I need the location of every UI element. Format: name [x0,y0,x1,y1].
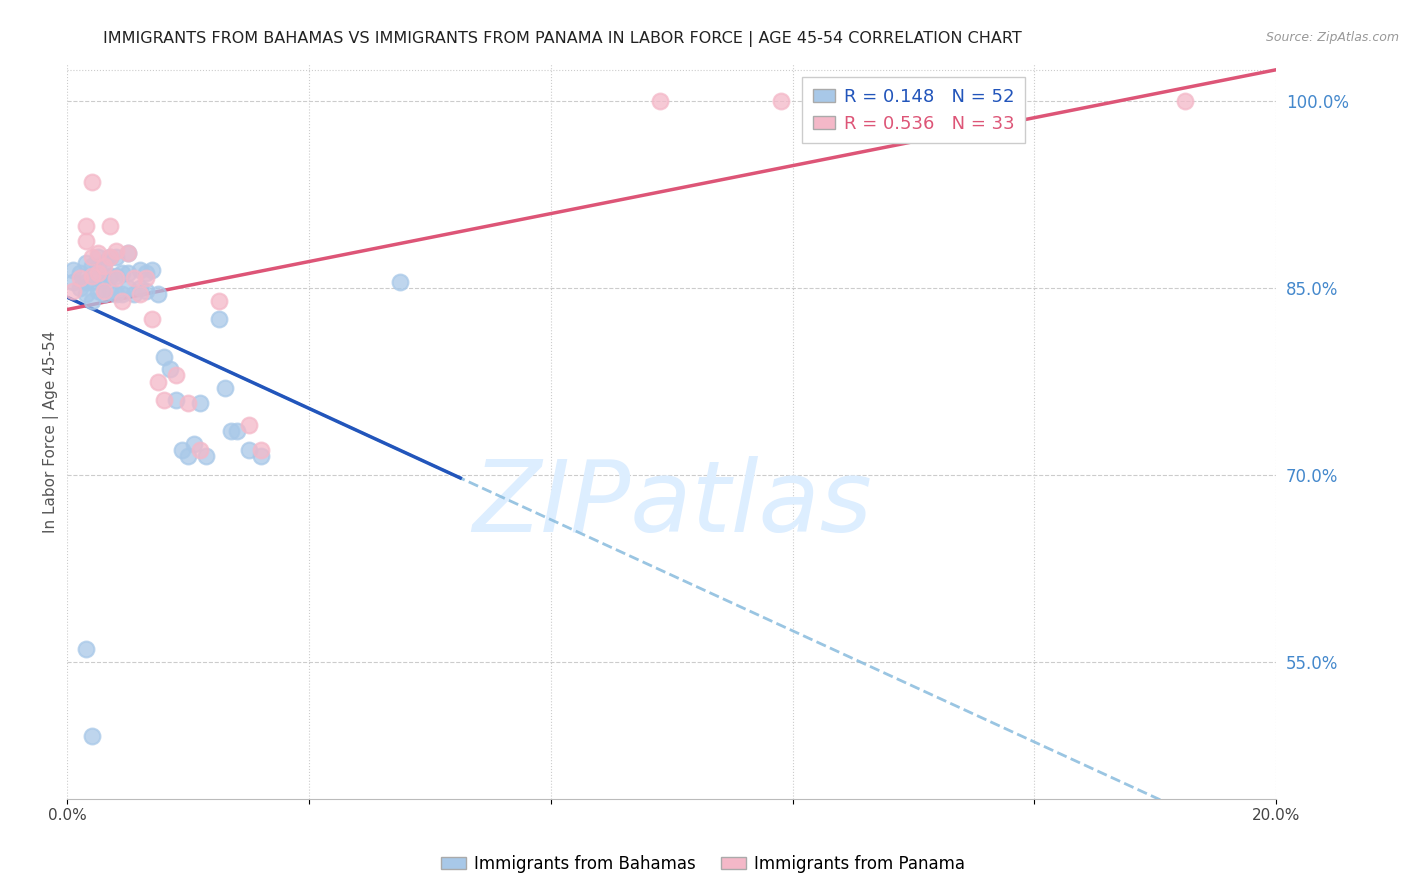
Legend: R = 0.148   N = 52, R = 0.536   N = 33: R = 0.148 N = 52, R = 0.536 N = 33 [803,77,1025,144]
Point [225,425,247,439]
Point [75,256,97,270]
Point [214,381,236,395]
Point [117,281,139,295]
Point [80,293,103,308]
Point [122,287,145,301]
Point [98,284,121,298]
Point [98,219,121,233]
Point [135,266,157,280]
Point [80,730,103,744]
Point [93,284,115,298]
Point [207,293,229,308]
Text: ZIPatlas: ZIPatlas [472,457,872,553]
Point [172,443,194,458]
Point [190,396,212,410]
Text: Source: ZipAtlas.com: Source: ZipAtlas.com [1265,31,1399,45]
Point [135,271,157,285]
Point [62,284,84,298]
Point [122,271,145,285]
Point [141,262,163,277]
Point [75,642,97,657]
Point [238,418,260,433]
Point [104,271,127,285]
Point [648,95,671,109]
Point [75,219,97,233]
Point [98,250,121,264]
Point [93,287,115,301]
Point [62,262,84,277]
Text: IMMIGRANTS FROM BAHAMAS VS IMMIGRANTS FROM PANAMA IN LABOR FORCE | AGE 45-54 COR: IMMIGRANTS FROM BAHAMAS VS IMMIGRANTS FR… [103,31,1022,47]
Point [238,443,260,458]
Point [93,259,115,273]
Point [117,266,139,280]
Point [69,266,91,280]
Point [250,443,273,458]
Point [86,246,108,260]
Point [75,275,97,289]
Point [195,450,218,464]
Point [250,450,273,464]
Point [69,281,91,295]
Point [159,362,181,376]
Point [111,266,134,280]
Point [146,375,169,389]
Point [153,350,176,364]
Point [80,259,103,273]
Point [104,268,127,283]
Point [129,287,152,301]
Point [146,287,169,301]
Point [165,393,187,408]
Point [207,312,229,326]
Point [219,425,242,439]
Point [80,250,103,264]
Point [117,246,139,260]
Point [129,281,152,295]
Point [80,275,103,289]
Point [86,271,108,285]
Point [177,396,200,410]
Point [993,95,1015,109]
Point [98,268,121,283]
Point [117,246,139,260]
Point [183,437,205,451]
Point [111,287,134,301]
Legend: Immigrants from Bahamas, Immigrants from Panama: Immigrants from Bahamas, Immigrants from… [434,848,972,880]
Point [80,175,103,189]
Point [769,95,792,109]
Point [93,256,115,270]
Point [80,268,103,283]
Point [111,293,134,308]
Point [1174,95,1197,109]
Point [86,259,108,273]
Point [93,272,115,286]
Point [153,393,176,408]
Point [86,266,108,280]
Point [86,250,108,264]
Point [141,312,163,326]
Point [135,284,157,298]
Point [86,284,108,298]
Point [129,262,152,277]
Point [75,287,97,301]
Point [165,368,187,383]
Point [104,287,127,301]
Point [104,244,127,258]
Point [104,250,127,264]
Point [62,275,84,289]
Point [98,250,121,264]
Point [388,275,411,289]
Point [75,234,97,248]
Point [190,443,212,458]
Y-axis label: In Labor Force | Age 45-54: In Labor Force | Age 45-54 [44,330,59,533]
Point [69,271,91,285]
Point [177,450,200,464]
